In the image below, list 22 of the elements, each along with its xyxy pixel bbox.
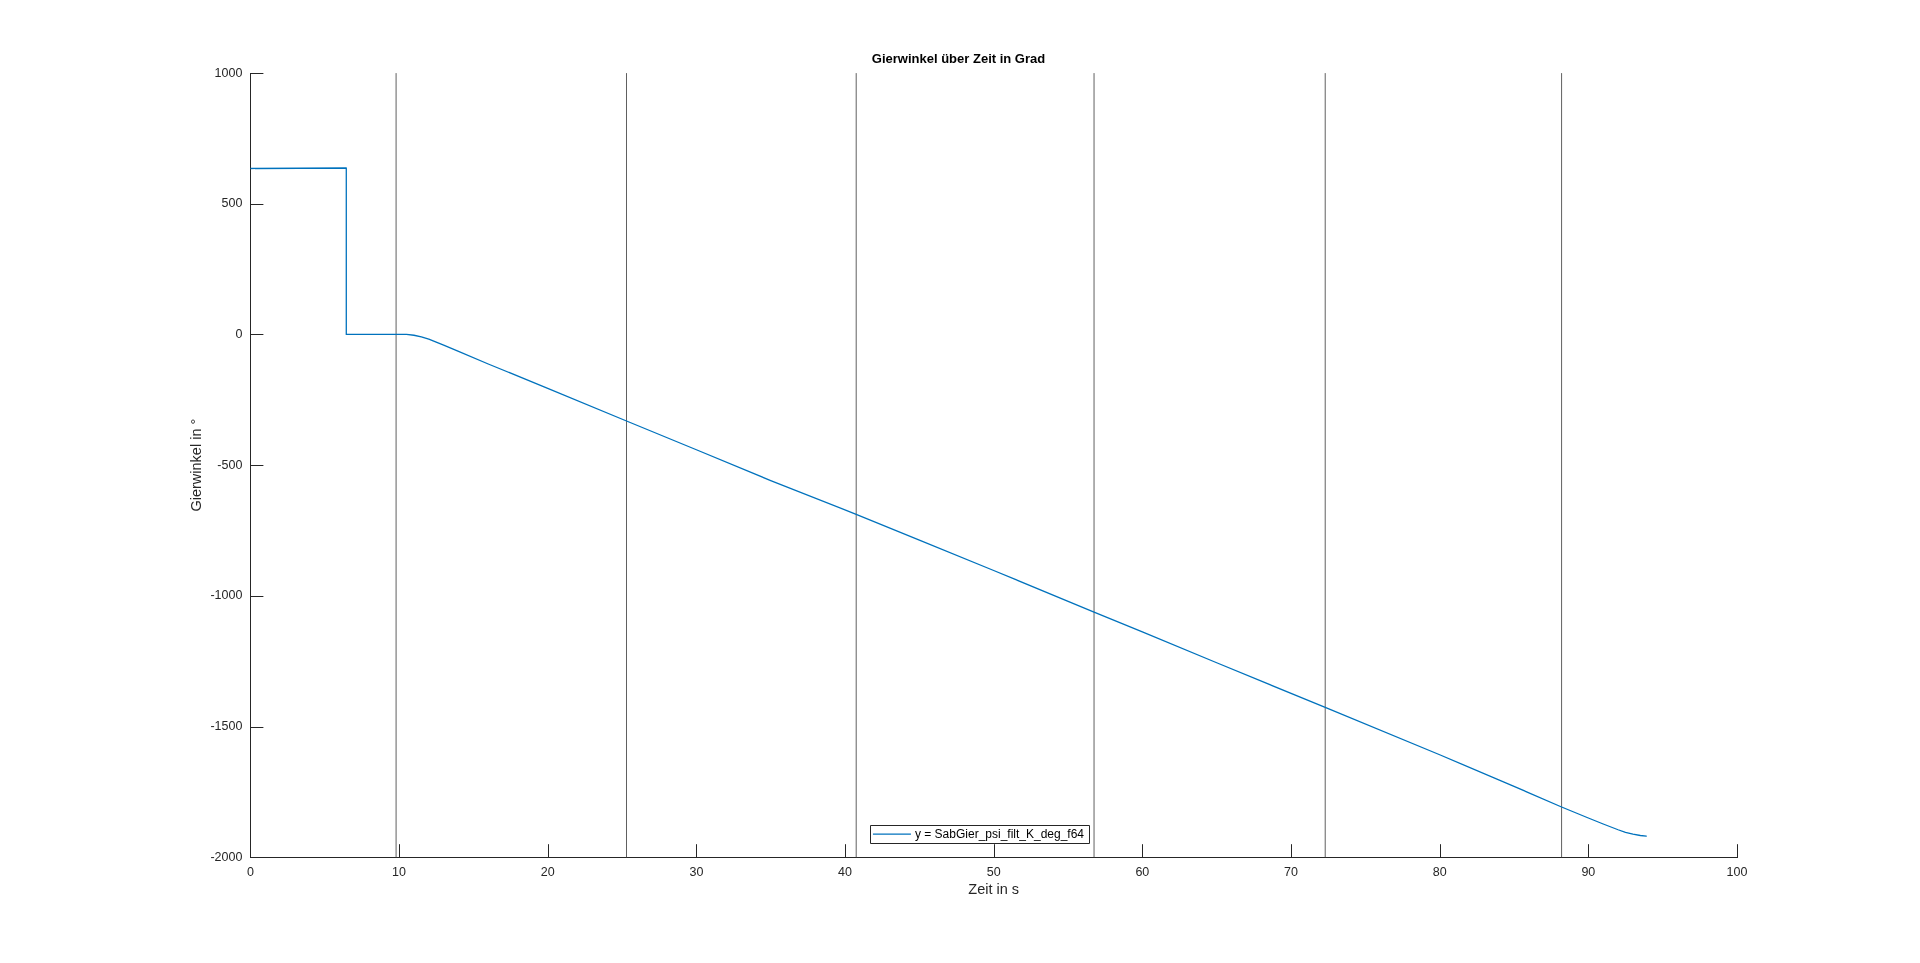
- x-tick-label: 40: [838, 865, 853, 880]
- x-tick-label: 100: [1726, 865, 1748, 880]
- chart-title: Gierwinkel über Zeit in Grad: [871, 51, 1046, 67]
- y-tick-label: 0: [235, 326, 243, 341]
- x-tick-label: 30: [689, 865, 704, 880]
- x-tick-label: 50: [986, 865, 1001, 880]
- y-tick-label: -1500: [210, 718, 243, 733]
- x-axis-title: Zeit in s: [968, 880, 1020, 897]
- y-tick-label: -1000: [210, 588, 243, 603]
- y-tick-label: -500: [217, 457, 243, 472]
- x-tick-label: 20: [540, 865, 555, 880]
- x-tick-label: 0: [246, 865, 254, 880]
- x-tick-label: 70: [1284, 865, 1299, 880]
- y-tick-label: -2000: [210, 849, 243, 864]
- y-tick-label: 500: [221, 196, 243, 211]
- y-tick-label: 1000: [214, 65, 243, 80]
- x-tick-label: 80: [1432, 865, 1447, 880]
- x-tick-label: 60: [1135, 865, 1150, 880]
- x-tick-label: 90: [1581, 865, 1596, 880]
- y-axis-title: Gierwinkel in °: [187, 418, 204, 512]
- legend-label: y = SabGier_psi_filt_K_deg_f64: [914, 827, 1085, 842]
- x-tick-label: 10: [392, 865, 407, 880]
